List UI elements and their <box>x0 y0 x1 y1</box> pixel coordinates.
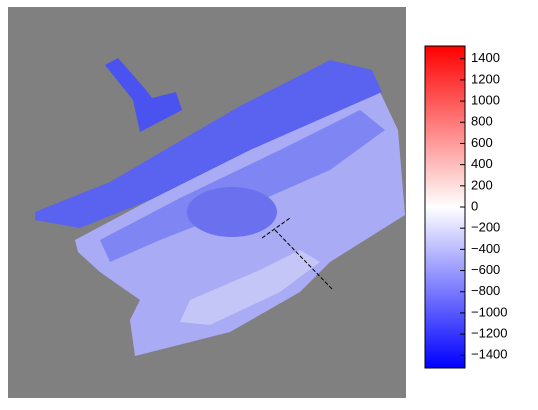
section-line <box>274 229 334 291</box>
colorbar-tick-label: −400 <box>471 241 500 256</box>
colorbar-tick-label: −600 <box>471 262 500 277</box>
colorbar-tick-label: −800 <box>471 283 500 298</box>
colorbar-tick-label: −1400 <box>471 347 508 362</box>
colorbar-tick-label: 400 <box>471 156 493 171</box>
field-deep <box>187 187 277 237</box>
colorbar-tick-label: −200 <box>471 220 500 235</box>
field-mid <box>100 110 385 262</box>
colorbar-tick-label: −1200 <box>471 326 508 341</box>
field-tower <box>105 58 182 132</box>
colorbar-tick-label: 1400 <box>471 50 500 65</box>
colorbar <box>424 45 466 369</box>
field-dark <box>35 60 382 228</box>
colorbar-tick-label: 600 <box>471 135 493 150</box>
colorbar-tick-label: 800 <box>471 114 493 129</box>
data-field <box>35 58 405 356</box>
field-shallow <box>180 250 320 325</box>
colorbar-tick-label: 1000 <box>471 93 500 108</box>
colorbar-tick-label: 1200 <box>471 71 500 86</box>
colorbar-tick-label: 0 <box>471 198 478 213</box>
colorbar-tick-label: −1000 <box>471 304 508 319</box>
colorbar-tick-label: 200 <box>471 177 493 192</box>
